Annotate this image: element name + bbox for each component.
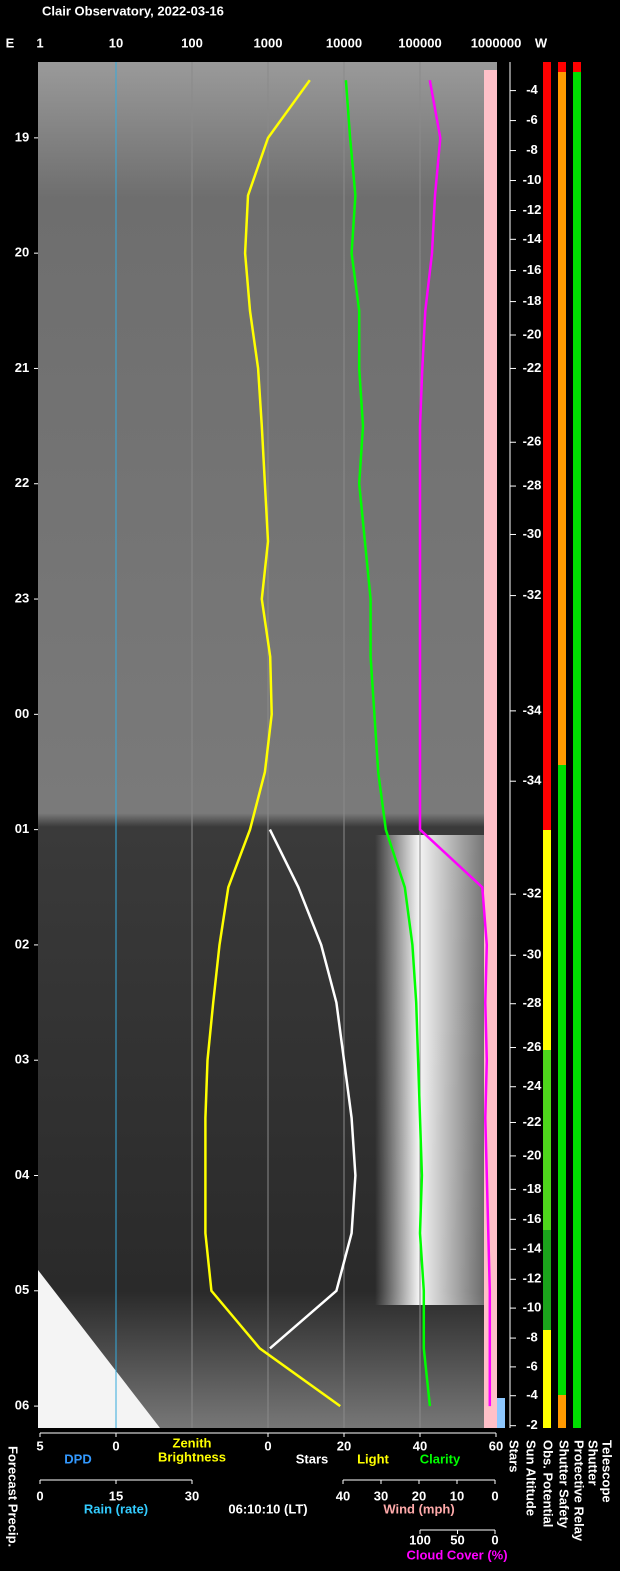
status-label: Sun Altitude [524,1440,539,1516]
dpd-title: DPD [64,1451,91,1466]
sun-altitude-label: -8 [526,142,538,157]
y-tick-label: 05 [15,1282,29,1297]
x-tick-label: 40 [413,1438,427,1453]
sun-altitude-label: -20 [523,326,542,341]
sun-altitude-label: -30 [523,526,542,541]
sun-altitude-label: -32 [523,587,542,602]
x-tick-label: 0 [491,1532,498,1547]
y-tick-label: 21 [15,360,29,375]
x-tick-label: 0 [491,1488,498,1503]
x-tick-label: 10 [450,1488,464,1503]
top-tick-label: 10 [109,35,123,50]
status-label: Protective Relay [572,1440,587,1542]
east-label: E [6,35,15,50]
sun-altitude-label: -16 [523,1211,542,1226]
sun-altitude-label: -32 [523,886,542,901]
y-tick-label: 06 [15,1398,29,1413]
x-tick-label: 0 [112,1438,119,1453]
status-label: Shutter [586,1440,601,1486]
status-label: Stars [507,1440,522,1473]
sun-altitude-label: -12 [523,1271,542,1286]
sun-altitude-label: -6 [526,1358,538,1373]
y-tick-label: 22 [15,475,29,490]
sun-altitude-label: -30 [523,947,542,962]
sun-altitude-label: -18 [523,293,542,308]
y-tick-label: 02 [15,936,29,951]
y-tick-label: 19 [15,129,29,144]
series-line [418,79,492,1407]
sun-altitude-label: -26 [523,1039,542,1054]
y-tick-label: 01 [15,821,29,836]
light-title: Light [357,1451,389,1466]
sky-image [38,62,505,1428]
series-line [204,79,341,1408]
sun-altitude-label: -2 [526,1417,538,1432]
y-tick-label: 23 [15,590,29,605]
status-bars [543,62,581,1428]
sun-altitude-label: -10 [523,1300,542,1315]
sun-altitude-label: -14 [523,1241,543,1256]
status-label: Telescope [600,1440,615,1503]
zenith-label: Brightness [158,1449,226,1464]
x-tick-label: 20 [412,1488,426,1503]
sun-altitude-label: -6 [526,112,538,127]
x-tick-label: 20 [337,1438,351,1453]
wind-title: Wind (mph) [383,1501,454,1516]
sun-altitude-label: -28 [523,477,542,492]
stars-title: Stars [296,1451,329,1466]
time-label: 06:10:10 (LT) [228,1501,307,1516]
top-tick-label: 100 [181,35,203,50]
sun-altitude-label: -28 [523,995,542,1010]
sun-altitude-label: -34 [523,773,543,788]
status-label: Shutter Safety [557,1440,572,1529]
series-line [268,829,357,1350]
sun-altitude-label: -10 [523,172,542,187]
west-label: W [535,35,548,50]
sun-altitude-label: -24 [523,1078,543,1093]
clarity-title: Clarity [420,1451,461,1466]
chart-title: Clair Observatory, 2022-03-16 [42,3,224,18]
y-tick-label: 00 [15,706,29,721]
status-label: Obs. Potential [541,1440,556,1527]
y-tick-label: 20 [15,245,29,260]
sun-altitude-label: -4 [526,82,538,97]
sun-altitude-label: -8 [526,1330,538,1345]
x-tick-label: 30 [185,1488,199,1503]
sun-altitude-label: -26 [523,434,542,449]
sun-altitude-label: -16 [523,262,542,277]
cloud-title: Cloud Cover (%) [406,1547,507,1562]
top-tick-label: 10000 [326,35,362,50]
x-tick-label: 0 [264,1438,271,1453]
x-tick-label: 50 [450,1532,464,1547]
y-tick-label: 04 [15,1167,30,1182]
sun-altitude-label: -20 [523,1147,542,1162]
top-tick-label: 100000 [398,35,441,50]
zenith-label: Zenith [173,1435,212,1450]
sun-altitude-label: -22 [523,1114,542,1129]
sun-altitude-label: -4 [526,1387,538,1402]
x-tick-label: 100 [409,1532,431,1547]
x-tick-label: 15 [109,1488,123,1503]
x-tick-label: 60 [489,1438,503,1453]
sun-altitude-label: -14 [523,231,543,246]
sun-altitude-label: -34 [523,702,543,717]
forecast-label: Forecast Precip. [6,1446,21,1547]
sun-altitude-label: -18 [523,1181,542,1196]
rain-title: Rain (rate) [84,1501,148,1516]
sun-altitude-label: -22 [523,360,542,375]
x-tick-label: 40 [336,1488,350,1503]
x-tick-label: 30 [374,1488,388,1503]
y-tick-label: 03 [15,1052,29,1067]
top-tick-label: 1 [36,35,43,50]
top-tick-label: 1000000 [471,35,522,50]
top-tick-label: 1000 [254,35,283,50]
x-tick-label: 5 [36,1438,43,1453]
x-tick-label: 0 [36,1488,43,1503]
sun-altitude-label: -12 [523,202,542,217]
series-line [344,80,432,1407]
